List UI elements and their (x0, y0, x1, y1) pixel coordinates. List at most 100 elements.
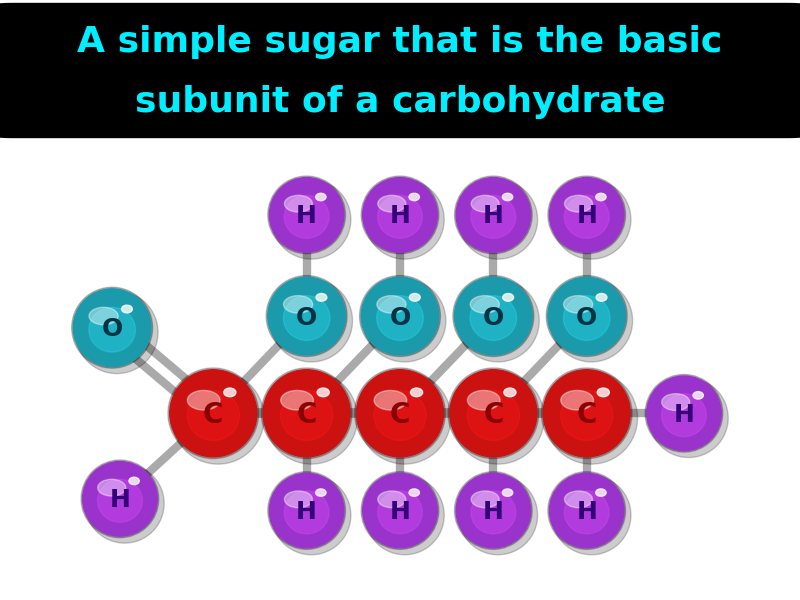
Ellipse shape (548, 472, 626, 550)
Text: C: C (483, 401, 503, 429)
Text: O: O (390, 305, 410, 329)
Ellipse shape (452, 372, 544, 464)
Ellipse shape (470, 296, 499, 313)
Ellipse shape (263, 370, 350, 457)
FancyBboxPatch shape (0, 3, 800, 138)
Ellipse shape (270, 178, 344, 252)
Ellipse shape (448, 368, 538, 458)
Ellipse shape (552, 476, 631, 555)
Ellipse shape (270, 280, 353, 362)
Ellipse shape (85, 464, 164, 543)
Text: A simple sugar that is the basic: A simple sugar that is the basic (78, 25, 722, 59)
Ellipse shape (168, 368, 258, 458)
Ellipse shape (363, 280, 446, 362)
Text: O: O (576, 305, 598, 329)
Ellipse shape (561, 391, 613, 440)
Ellipse shape (283, 296, 313, 313)
Ellipse shape (409, 489, 419, 496)
Ellipse shape (284, 491, 329, 534)
Ellipse shape (596, 293, 607, 301)
Ellipse shape (82, 461, 158, 536)
Ellipse shape (262, 368, 352, 458)
Ellipse shape (646, 376, 722, 451)
Ellipse shape (550, 280, 633, 362)
Ellipse shape (456, 178, 530, 252)
Ellipse shape (565, 196, 593, 212)
Ellipse shape (266, 275, 347, 356)
Ellipse shape (502, 293, 514, 301)
Ellipse shape (542, 368, 632, 458)
Ellipse shape (471, 196, 499, 212)
Ellipse shape (361, 176, 439, 254)
Ellipse shape (662, 394, 690, 410)
Ellipse shape (72, 287, 153, 368)
Ellipse shape (359, 275, 441, 356)
Text: H: H (674, 403, 694, 427)
Ellipse shape (457, 280, 539, 362)
Ellipse shape (645, 374, 722, 452)
Text: H: H (576, 205, 597, 229)
Ellipse shape (129, 477, 139, 485)
Ellipse shape (550, 178, 624, 252)
Ellipse shape (316, 489, 326, 496)
Ellipse shape (98, 479, 142, 522)
Ellipse shape (649, 379, 728, 458)
Ellipse shape (98, 479, 126, 496)
Ellipse shape (354, 368, 446, 458)
Text: O: O (102, 317, 122, 341)
Ellipse shape (374, 391, 406, 410)
Ellipse shape (378, 196, 406, 212)
Text: H: H (296, 205, 317, 229)
Text: C: C (203, 401, 223, 429)
Ellipse shape (693, 392, 703, 399)
Text: O: O (482, 305, 504, 329)
Ellipse shape (453, 275, 534, 356)
Ellipse shape (270, 473, 344, 548)
Ellipse shape (563, 296, 593, 313)
Ellipse shape (285, 196, 313, 212)
Ellipse shape (543, 370, 630, 457)
Ellipse shape (502, 193, 513, 201)
Ellipse shape (662, 394, 706, 437)
Ellipse shape (409, 193, 419, 201)
Ellipse shape (545, 372, 638, 464)
Ellipse shape (281, 391, 333, 440)
Ellipse shape (552, 180, 631, 259)
Ellipse shape (467, 391, 519, 440)
Ellipse shape (89, 307, 135, 352)
Ellipse shape (454, 277, 532, 355)
Ellipse shape (365, 180, 444, 259)
Ellipse shape (564, 491, 609, 534)
Ellipse shape (596, 193, 606, 201)
Ellipse shape (504, 388, 516, 397)
Ellipse shape (224, 388, 236, 397)
Ellipse shape (365, 476, 444, 555)
Ellipse shape (410, 388, 422, 397)
Ellipse shape (265, 372, 358, 464)
Ellipse shape (75, 291, 158, 374)
Ellipse shape (89, 307, 118, 325)
Ellipse shape (471, 491, 516, 534)
Text: H: H (296, 500, 317, 524)
Ellipse shape (564, 196, 609, 238)
Ellipse shape (548, 277, 626, 355)
Ellipse shape (268, 472, 346, 550)
Ellipse shape (454, 472, 532, 550)
Ellipse shape (122, 305, 132, 313)
Text: H: H (390, 500, 410, 524)
Ellipse shape (187, 391, 220, 410)
Ellipse shape (377, 296, 406, 313)
Ellipse shape (470, 296, 517, 340)
Ellipse shape (316, 293, 327, 301)
Ellipse shape (377, 296, 423, 340)
Ellipse shape (458, 476, 538, 555)
Ellipse shape (561, 391, 594, 410)
Ellipse shape (268, 176, 346, 254)
Ellipse shape (546, 275, 627, 356)
Ellipse shape (458, 180, 538, 259)
Ellipse shape (357, 370, 443, 457)
Ellipse shape (272, 180, 351, 259)
Ellipse shape (283, 296, 330, 340)
Ellipse shape (456, 473, 530, 548)
Ellipse shape (170, 370, 257, 457)
